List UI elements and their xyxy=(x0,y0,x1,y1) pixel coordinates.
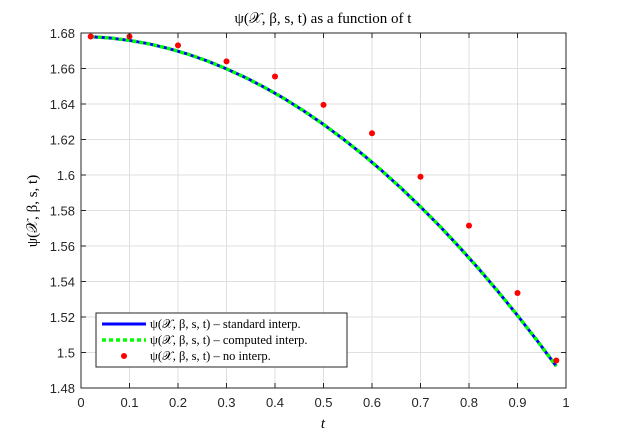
y-tick-label: 1.62 xyxy=(50,133,75,148)
data-point-no-interp xyxy=(417,173,424,180)
axis-ticks: 0 0.1 0.2 0.3 0.4 0.5 0.6 0.7 0.8 0.9 1 1.48 1.5 1.52… xyxy=(50,26,570,410)
data-point-no-interp xyxy=(272,73,278,80)
x-axis-label: t xyxy=(321,416,326,432)
data-point-no-interp xyxy=(553,357,560,364)
y-tick-label: 1.66 xyxy=(50,62,75,77)
x-tick-label: 0.8 xyxy=(460,395,478,410)
y-tick-label: 1.56 xyxy=(50,239,75,254)
x-tick-label: 1 xyxy=(562,395,569,410)
series-line-computed xyxy=(90,34,558,368)
x-tick-label: 0.1 xyxy=(120,395,138,410)
x-tick-label: 0.5 xyxy=(314,395,332,410)
y-tick-label: 1.52 xyxy=(50,310,75,325)
y-tick-label: 1.64 xyxy=(50,97,75,112)
x-tick-label: 0.9 xyxy=(508,395,526,410)
series-layer xyxy=(87,33,560,368)
chart-title: ψ(𝒳, β, s, t) as a function of t xyxy=(235,11,413,27)
data-point-no-interp xyxy=(320,101,327,108)
y-tick-label: 1.5 xyxy=(57,346,75,361)
data-point-no-interp xyxy=(223,58,230,65)
x-tick-label: 0.4 xyxy=(266,395,284,410)
x-tick-label: 0.6 xyxy=(363,395,381,410)
data-point-no-interp xyxy=(514,290,521,297)
legend-label-computed: ψ(𝒳, β, s, t) – computed interp. xyxy=(150,333,308,347)
y-tick-label: 1.6 xyxy=(57,168,75,183)
x-tick-label: 0.7 xyxy=(411,395,429,410)
data-point-no-interp xyxy=(466,222,472,229)
data-point-no-interp xyxy=(87,33,94,40)
data-point-no-interp xyxy=(369,130,375,137)
y-tick-label: 1.58 xyxy=(50,204,75,219)
x-tick-label: 0.3 xyxy=(217,395,235,410)
legend-swatch-no-interp xyxy=(121,353,127,359)
legend-label-no-interp: ψ(𝒳, β, s, t) – no interp. xyxy=(150,349,271,363)
legend: ψ(𝒳, β, s, t) – standard interp. ψ(𝒳, β,… xyxy=(95,312,348,368)
legend-label-standard: ψ(𝒳, β, s, t) – standard interp. xyxy=(150,317,301,331)
x-tick-label: 0.2 xyxy=(169,395,187,410)
y-tick-label: 1.54 xyxy=(50,275,75,290)
x-tick-label: 0 xyxy=(77,395,84,410)
y-axis-label: ψ(𝒳, β, s, t) xyxy=(25,175,41,247)
data-point-no-interp xyxy=(175,42,181,49)
y-tick-label: 1.68 xyxy=(50,26,75,41)
y-tick-label: 1.48 xyxy=(50,381,75,396)
